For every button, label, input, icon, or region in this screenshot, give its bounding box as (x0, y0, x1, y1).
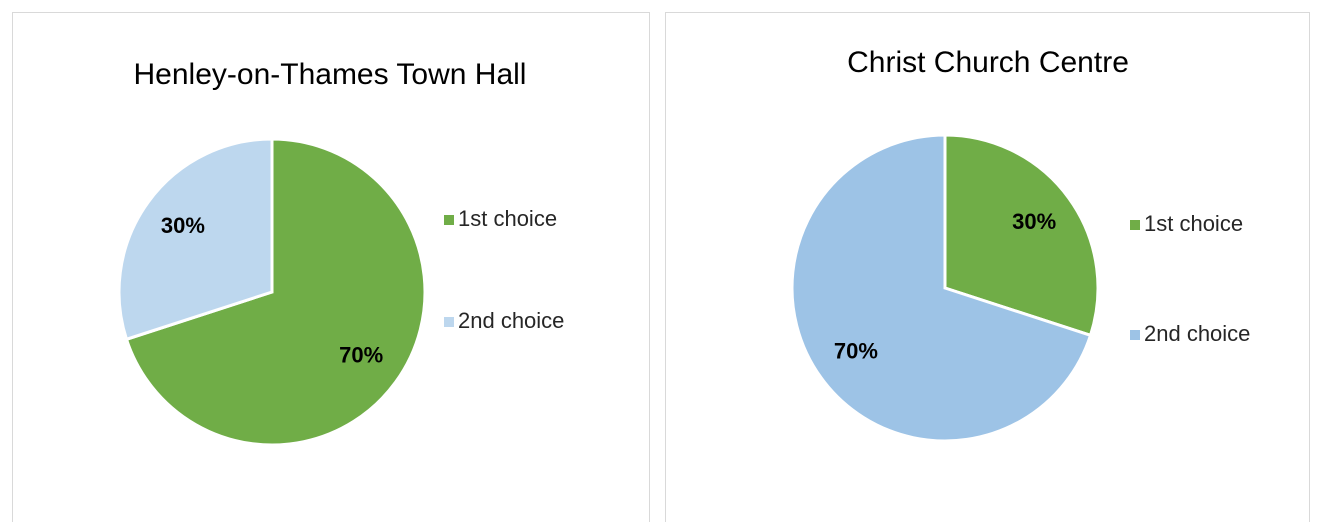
data-label: 30% (161, 213, 205, 238)
legend-label: 2nd choice (1144, 321, 1250, 346)
data-label: 30% (1012, 209, 1056, 234)
data-label: 70% (834, 339, 878, 364)
legend-swatch (1130, 330, 1140, 340)
legend-swatch (1130, 220, 1140, 230)
legend-swatch (444, 215, 454, 225)
chart-title: Christ Church Centre (847, 46, 1129, 79)
chart-title: Henley-on-Thames Town Hall (134, 58, 527, 91)
legend-label: 2nd choice (458, 308, 564, 333)
legend-swatch (444, 317, 454, 327)
legend-label: 1st choice (1144, 211, 1243, 236)
pie-slice (117, 137, 274, 342)
data-label: 70% (339, 343, 383, 368)
pie-slice (943, 133, 1100, 338)
pie-slice (790, 133, 1093, 443)
legend-label: 1st choice (458, 206, 557, 231)
pie-slice (124, 137, 427, 447)
